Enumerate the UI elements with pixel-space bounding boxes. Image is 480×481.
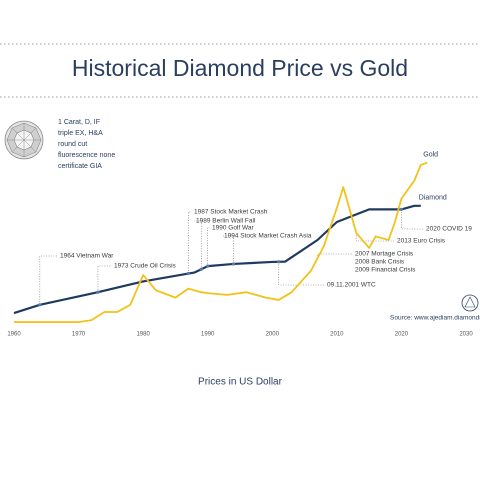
- leader-line: [317, 253, 353, 259]
- leader-line: [194, 220, 202, 270]
- x-tick-label: 2000: [266, 332, 280, 338]
- annotation: 1994 Stock Market Crash Asia: [224, 233, 312, 240]
- annotation: 1989 Berlin Wall Fall: [196, 218, 256, 225]
- annotation: 2020 COVID 19: [426, 226, 472, 233]
- anchor-dot: [186, 271, 190, 276]
- x-tick-label: 1980: [136, 332, 150, 338]
- leader-line: [222, 235, 234, 264]
- leader-line: [207, 227, 210, 267]
- legend-label: Diamond: [419, 195, 447, 202]
- x-tick-label: 1960: [7, 332, 21, 338]
- description-line: triple EX, H&A: [58, 130, 103, 137]
- description-line: round cut: [58, 141, 87, 148]
- x-tick-label: 2020: [395, 332, 409, 338]
- anchor-dot: [199, 267, 203, 271]
- chart-title: Historical Diamond Price vs Gold: [72, 55, 408, 81]
- source: Source: www.ajediam.diamonds: [390, 315, 480, 322]
- anchor-dot: [399, 207, 404, 211]
- leader-line: [39, 255, 58, 305]
- x-tick-label: 2010: [330, 332, 344, 338]
- x-tick-label: 1990: [201, 332, 215, 338]
- annotation: 1990 Golf War: [212, 225, 255, 232]
- anchor-dot: [38, 303, 42, 307]
- diamond-icon: [4, 120, 44, 160]
- leader-line: [355, 232, 395, 242]
- description-line: 1 Carat, D, IF: [58, 119, 100, 126]
- leader-line: [188, 211, 192, 274]
- annotation: 1973 Crude Oil Crisis: [114, 263, 177, 270]
- anchor-dot: [206, 264, 210, 268]
- leader-line: [97, 265, 112, 293]
- annotation: 1987 Stock Market Crash: [194, 209, 268, 216]
- anchor-dot: [277, 260, 281, 264]
- x-tick-label: 2030: [459, 332, 473, 338]
- leader-line: [401, 209, 424, 230]
- x-tick-label: 1970: [72, 332, 86, 338]
- anchor-dot: [96, 290, 100, 294]
- source-icon: [461, 294, 479, 312]
- x-axis-label: Prices in US Dollar: [198, 377, 283, 388]
- series-line: [14, 161, 428, 323]
- annotation: 2009 Financial Crisis: [355, 267, 416, 274]
- annotation: 2007 Mortage Crisis: [355, 251, 414, 258]
- annotation: 09.11.2001 WTC: [327, 282, 376, 289]
- annotation: 2013 Euro Crisis: [397, 238, 446, 245]
- legend-label: Gold: [423, 151, 438, 158]
- annotation: 1964 Vietnam War: [60, 253, 114, 260]
- series-line: [13, 204, 421, 315]
- description-line: certificate GIA: [58, 163, 102, 170]
- description-line: fluorescence none: [58, 152, 115, 159]
- anchor-dot: [231, 262, 236, 266]
- annotation: 2008 Bank Crisis: [355, 259, 405, 266]
- leader-line: [278, 261, 325, 286]
